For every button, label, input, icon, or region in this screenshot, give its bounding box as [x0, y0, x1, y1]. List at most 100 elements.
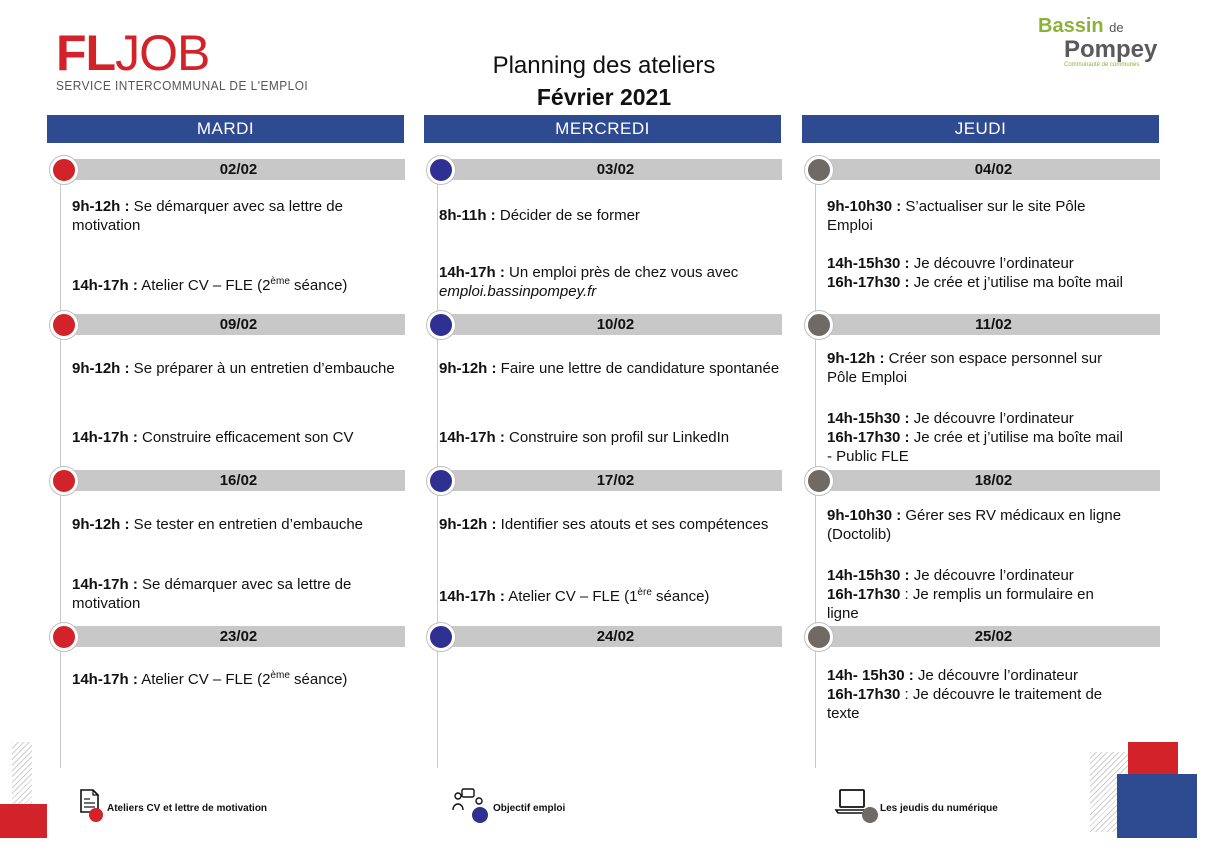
workshop-entry: 14h-15h30 : Je découvre l’ordinateur 16h-…	[827, 566, 1127, 623]
entry-time: 9h-12h :	[439, 360, 497, 377]
page-subtitle: Février 2021	[536, 84, 672, 110]
entry-sup: ème	[270, 670, 290, 681]
entry-text: Construire efficacement son CV	[137, 429, 354, 446]
legend-label: Ateliers CV et lettre de motivation	[107, 803, 268, 814]
logo-job: JOB	[115, 25, 210, 81]
entry-text: Se démarquer avec sa lettre de motivatio…	[72, 198, 343, 234]
people-chat-icon	[452, 788, 488, 823]
entry-time: 9h-10h30 :	[827, 507, 902, 524]
entry-time: 14h-15h30 :	[827, 567, 910, 584]
legend-item-cv	[78, 788, 110, 824]
entry-time: 9h-10h30 :	[827, 198, 902, 215]
legend-label: Les jeudis du numérique	[880, 803, 998, 814]
entry-text: Identifier ses atouts et ses compétences	[496, 516, 769, 533]
entry-text: : Je remplis un formulaire en ligne	[827, 586, 1094, 622]
document-icon	[80, 789, 103, 822]
workshop-entry: 9h-12h : Créer son espace personnel sur …	[827, 349, 1127, 387]
entry-time: 16h-17h30	[827, 586, 901, 603]
bassin-pompey-logo: Bassin de Pompey Communauté de communes	[1038, 16, 1183, 68]
entry-text: séance)	[651, 588, 710, 605]
blue-square-decoration	[1117, 774, 1197, 838]
workshop-entry: 9h-12h : Se tester en entretien d’embauc…	[72, 515, 412, 534]
entry-time: 14h-15h30 :	[827, 410, 910, 427]
logo-bassin: Bassin	[1038, 15, 1104, 37]
entry-time: 16h-17h30 :	[827, 274, 910, 291]
entry-time: 14h- 15h30 :	[827, 667, 914, 684]
entry-text: Se préparer à un entretien d’embauche	[129, 360, 395, 377]
workshop-entry: 14h- 15h30 : Je découvre l’ordinateur 16h…	[827, 666, 1127, 723]
workshop-entry: 8h-11h : Décider de se former	[439, 206, 784, 225]
entry-text: Je découvre l’ordinateur	[909, 410, 1074, 427]
workshop-entry: 9h-10h30 : S’actualiser sur le site Pôle…	[827, 197, 1127, 235]
date-bar: 04/02	[827, 159, 1160, 180]
entry-text: Atelier CV – FLE (1	[504, 588, 638, 605]
mercredi-dot	[427, 467, 455, 495]
logo-fl: FL	[56, 25, 116, 81]
entry-text: séance)	[289, 277, 348, 294]
entry-time: 14h-17h :	[72, 429, 138, 446]
laptop-icon	[834, 789, 878, 823]
entry-text: Créer son espace personnel sur Pôle Empl…	[827, 350, 1103, 386]
entry-time: 9h-12h :	[72, 360, 130, 377]
day-header-mardi: MARDI	[47, 115, 404, 143]
day-header-jeudi: JEUDI	[802, 115, 1159, 143]
entry-time: 9h-12h :	[72, 516, 130, 533]
mardi-dot	[50, 311, 78, 339]
day-header-mercredi: MERCREDI	[424, 115, 781, 143]
date-bar: 24/02	[449, 626, 782, 647]
red-square-decoration	[1128, 742, 1178, 776]
entry-text: Atelier CV – FLE (2	[137, 671, 271, 688]
workshop-entry: 14h-17h : Atelier CV – FLE (2ème séance)	[72, 272, 402, 295]
website-link[interactable]: emploi.bassinpompey.fr	[439, 283, 597, 300]
page-title: Planning des ateliers	[492, 52, 716, 79]
workshop-entry: 14h-17h : Atelier CV – FLE (1ère séance)	[439, 583, 784, 606]
workshop-entry: 9h-12h : Se préparer à un entretien d’em…	[72, 359, 424, 378]
legend-item-emploi	[452, 788, 492, 824]
logo-de: de	[1109, 20, 1124, 35]
workshop-entry: 14h-15h30 : Je découvre l’ordinateur 16h-…	[827, 409, 1127, 466]
entry-text: Je crée et j’utilise ma boîte mail	[909, 274, 1123, 291]
entry-text: Se tester en entretien d’embauche	[129, 516, 363, 533]
workshop-entry: 14h-15h30 : Je découvre l’ordinateur 16h-…	[827, 254, 1127, 292]
hatch-decoration	[12, 742, 32, 804]
date-bar: 25/02	[827, 626, 1160, 647]
entry-text: Faire une lettre de candidature spontané…	[496, 360, 780, 377]
entry-sup: ère	[637, 587, 652, 598]
date-bar: 02/02	[72, 159, 405, 180]
entry-time: 9h-12h :	[827, 350, 885, 367]
entry-text: Construire son profil sur LinkedIn	[504, 429, 730, 446]
entry-time: 9h-12h :	[439, 516, 497, 533]
entry-time: 14h-15h30 :	[827, 255, 910, 272]
legend-label: Objectif emploi	[493, 803, 566, 814]
workshop-entry: 14h-17h : Se démarquer avec sa lettre de…	[72, 575, 402, 613]
entry-time: 14h-17h :	[72, 576, 138, 593]
mercredi-dot	[427, 156, 455, 184]
red-square-decoration	[0, 804, 47, 838]
date-bar: 17/02	[449, 470, 782, 491]
entry-time: 14h-17h :	[72, 277, 138, 294]
entry-sup: ème	[270, 276, 290, 287]
entry-text: Gérer ses RV médicaux en ligne (Doctolib…	[827, 507, 1122, 543]
mardi-dot	[50, 623, 78, 651]
fljob-logo: FLJOB SERVICE INTERCOMMUNAL DE L'EMPLOI	[56, 28, 321, 93]
mercredi-dot	[427, 311, 455, 339]
entry-text: Je découvre l’ordinateur	[909, 567, 1074, 584]
date-bar: 23/02	[72, 626, 405, 647]
entry-text: Se démarquer avec sa lettre de motivatio…	[72, 576, 352, 612]
mardi-dot	[50, 156, 78, 184]
entry-text: Je découvre l’ordinateur	[913, 667, 1078, 684]
entry-text: S’actualiser sur le site Pôle Emploi	[827, 198, 1086, 234]
jeudi-dot	[805, 311, 833, 339]
entry-time: 16h-17h30	[827, 686, 901, 703]
entry-time: 8h-11h :	[439, 207, 496, 224]
logo-subtitle: SERVICE INTERCOMMUNAL DE L'EMPLOI	[56, 79, 309, 93]
entry-text: Je découvre l’ordinateur	[909, 255, 1074, 272]
date-bar: 10/02	[449, 314, 782, 335]
entry-time: 14h-17h :	[439, 429, 505, 446]
entry-text: Décider de se former	[495, 207, 640, 224]
date-bar: 03/02	[449, 159, 782, 180]
date-bar: 18/02	[827, 470, 1160, 491]
mercredi-dot	[427, 623, 455, 651]
jeudi-dot	[805, 156, 833, 184]
workshop-entry: 14h-17h : Construire efficacement son CV	[72, 428, 412, 447]
